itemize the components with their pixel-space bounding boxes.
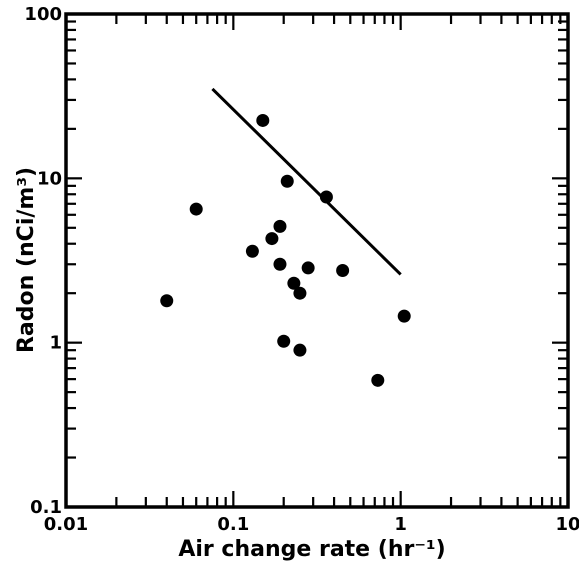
data-point — [273, 257, 287, 271]
data-point — [287, 276, 301, 290]
y-tick-label: 100 — [24, 4, 62, 25]
x-axis-label: Air change rate (hr⁻¹) — [178, 537, 445, 562]
data-point — [293, 286, 307, 300]
data-point — [319, 190, 333, 204]
y-tick-label: 0.1 — [30, 497, 62, 518]
data-point — [277, 334, 291, 348]
data-point — [280, 174, 294, 188]
trend-line — [211, 87, 402, 276]
data-point — [189, 202, 203, 216]
x-tick-label: 0.01 — [44, 514, 88, 535]
data-point — [245, 244, 259, 258]
data-point — [273, 219, 287, 233]
data-point — [293, 343, 307, 357]
data-point — [160, 294, 174, 308]
data-point — [336, 263, 350, 277]
data-point — [397, 309, 411, 323]
data-point — [256, 113, 270, 127]
plot-frame — [64, 12, 570, 509]
data-point — [265, 232, 279, 246]
data-point — [301, 261, 315, 275]
data-points — [160, 113, 411, 387]
y-tick-label: 10 — [37, 168, 62, 189]
y-axis-label: Radon (nCi/m³) — [14, 167, 39, 353]
data-point — [371, 373, 385, 387]
x-tick-label: 0.1 — [217, 514, 249, 535]
y-tick-label: 1 — [49, 333, 62, 354]
x-tick-label: 1 — [394, 514, 407, 535]
x-tick-label: 10 — [555, 514, 579, 535]
axis-ticks — [64, 12, 570, 509]
